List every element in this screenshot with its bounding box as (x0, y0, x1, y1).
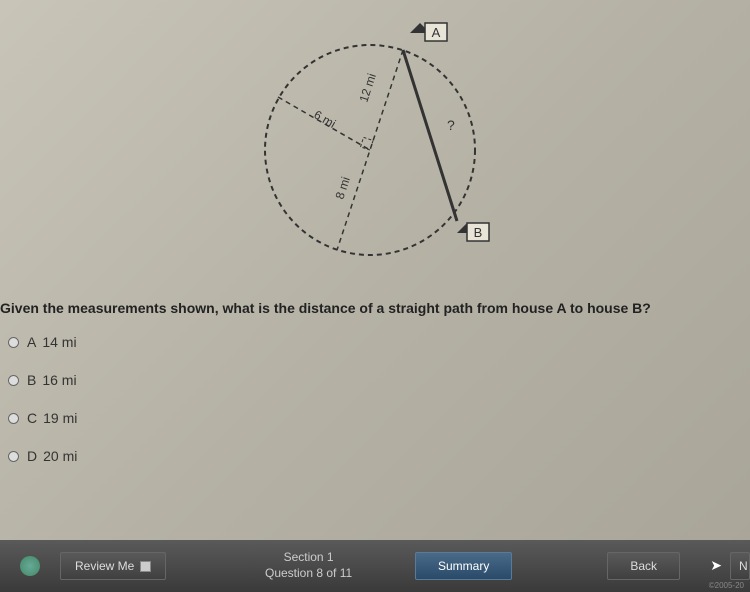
option-letter: A (27, 334, 36, 350)
bottom-left: Review Me (20, 552, 166, 580)
option-text: 14 mi (42, 334, 76, 350)
next-button[interactable]: N (730, 552, 750, 580)
start-icon[interactable] (20, 556, 40, 576)
back-label: Back (630, 559, 657, 573)
option-text: 19 mi (43, 410, 77, 426)
review-me-button[interactable]: Review Me (60, 552, 166, 580)
label-question-mark: ? (447, 117, 455, 133)
house-a: A (410, 23, 447, 41)
answer-options: A 14 mi B 16 mi C 19 mi D 20 mi (0, 334, 750, 464)
radio-icon (8, 451, 19, 462)
copyright-text: ©2005-20 (709, 581, 744, 590)
cursor-icon: ➤ (710, 557, 722, 574)
chord-ab (403, 50, 457, 221)
house-a-label: A (432, 25, 441, 40)
option-d[interactable]: D 20 mi (8, 448, 750, 464)
option-c[interactable]: C 19 mi (8, 410, 750, 426)
option-text: 16 mi (42, 372, 76, 388)
question-counter: Question 8 of 11 (265, 566, 352, 582)
option-text: 20 mi (43, 448, 77, 464)
section-info: Section 1 Question 8 of 11 (265, 550, 352, 581)
summary-label: Summary (438, 559, 489, 573)
back-button[interactable]: Back (607, 552, 680, 580)
label-8mi: 8 mi (333, 175, 353, 201)
house-b: B (457, 223, 489, 241)
diagram-container: A B 12 mi 6 mi 8 mi ? (0, 10, 750, 290)
geometry-diagram: A B 12 mi 6 mi 8 mi ? (225, 15, 525, 285)
radio-icon (8, 375, 19, 386)
label-6mi: 6 mi (312, 107, 339, 130)
review-checkbox-icon (140, 561, 151, 572)
review-label: Review Me (75, 559, 134, 573)
option-letter: C (27, 410, 37, 426)
next-label: N (739, 559, 748, 573)
radio-icon (8, 337, 19, 348)
option-a[interactable]: A 14 mi (8, 334, 750, 350)
bottom-bar: Review Me Section 1 Question 8 of 11 Sum… (0, 540, 750, 592)
label-12mi: 12 mi (357, 72, 379, 104)
content-area: A B 12 mi 6 mi 8 mi ? Given the measurem… (0, 0, 750, 540)
radio-icon (8, 413, 19, 424)
question-text: Given the measurements shown, what is th… (0, 290, 750, 334)
option-b[interactable]: B 16 mi (8, 372, 750, 388)
house-b-label: B (474, 225, 483, 240)
option-letter: B (27, 372, 36, 388)
summary-button[interactable]: Summary (415, 552, 512, 580)
section-label: Section 1 (265, 550, 352, 566)
option-letter: D (27, 448, 37, 464)
